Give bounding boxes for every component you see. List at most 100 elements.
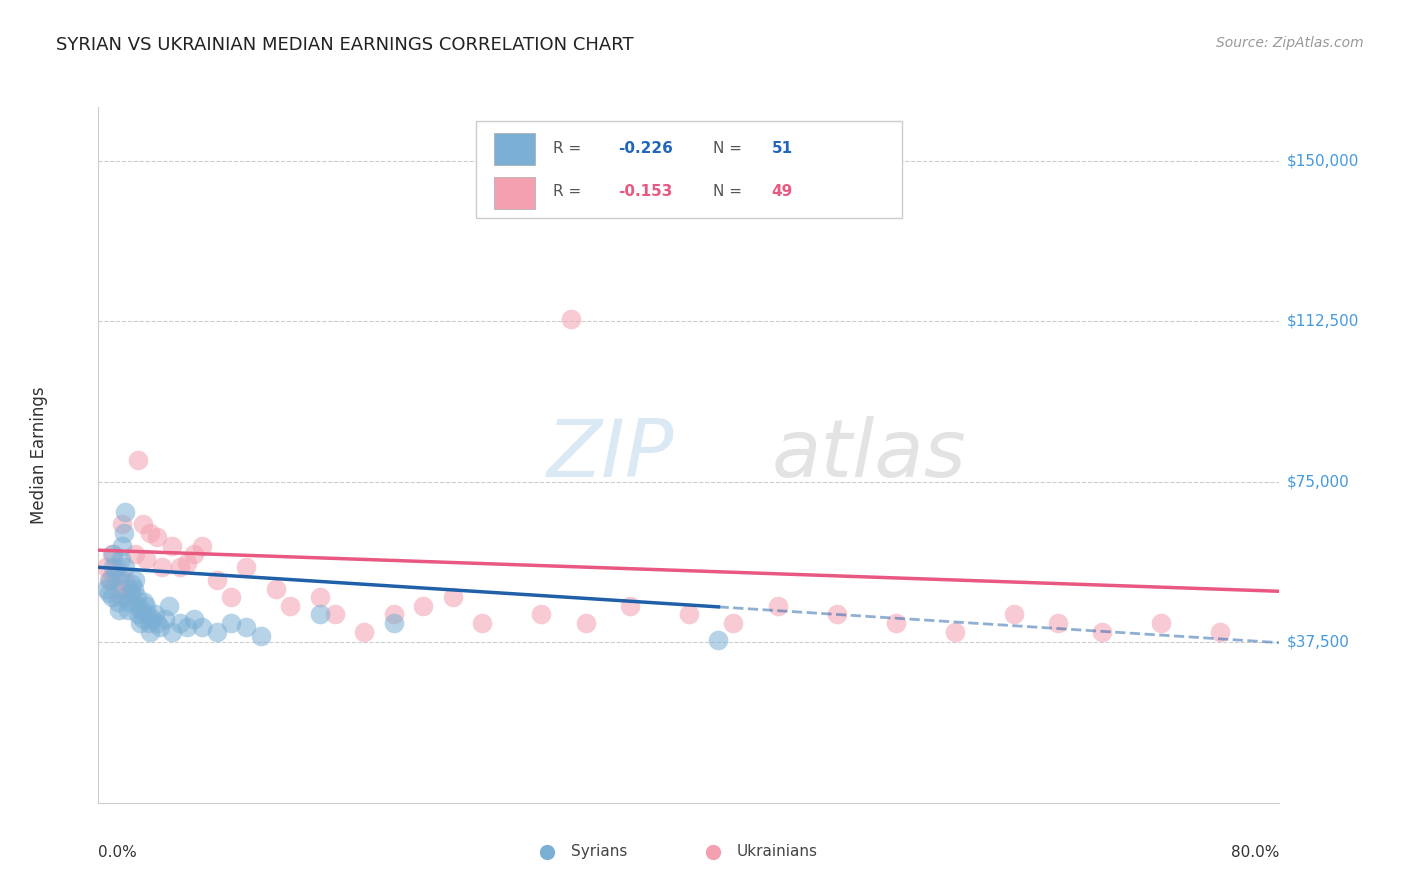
Point <box>117 603 139 617</box>
Point <box>107 594 129 608</box>
Point <box>309 591 332 605</box>
Point <box>1209 624 1232 639</box>
Point <box>138 615 160 630</box>
Text: Syrians: Syrians <box>571 844 627 859</box>
Point <box>176 556 198 570</box>
Text: N =: N = <box>713 141 747 156</box>
Text: N =: N = <box>713 184 747 199</box>
Point <box>648 796 671 810</box>
Point <box>136 607 159 622</box>
Text: Source: ZipAtlas.com: Source: ZipAtlas.com <box>1216 36 1364 50</box>
Point <box>135 551 157 566</box>
Text: -0.153: -0.153 <box>619 184 672 199</box>
Text: SYRIAN VS UKRAINIAN MEDIAN EARNINGS CORRELATION CHART: SYRIAN VS UKRAINIAN MEDIAN EARNINGS CORR… <box>56 36 634 54</box>
Point <box>110 551 132 566</box>
Text: ZIP: ZIP <box>547 416 675 494</box>
Point <box>100 548 122 562</box>
Point <box>309 607 332 622</box>
Text: $75,000: $75,000 <box>1286 475 1350 489</box>
Point <box>707 633 730 648</box>
Point <box>139 526 162 541</box>
Point <box>139 624 162 639</box>
Point <box>108 603 131 617</box>
FancyBboxPatch shape <box>494 178 536 209</box>
Point <box>264 582 287 596</box>
Point <box>127 453 149 467</box>
Point <box>124 573 146 587</box>
Point <box>530 607 553 622</box>
Point <box>678 607 700 622</box>
Point <box>94 560 117 574</box>
Text: $37,500: $37,500 <box>1286 635 1350 649</box>
Point <box>278 599 302 613</box>
Point <box>162 624 183 639</box>
Text: Median Earnings: Median Earnings <box>31 386 48 524</box>
Point <box>235 560 257 574</box>
Point <box>111 539 134 553</box>
Point <box>183 612 205 626</box>
Text: $112,500: $112,500 <box>1286 314 1358 328</box>
Point <box>884 615 907 630</box>
Text: 49: 49 <box>772 184 793 199</box>
Point <box>1046 615 1069 630</box>
Point <box>825 607 848 622</box>
Point <box>169 615 191 630</box>
Text: 51: 51 <box>772 141 793 156</box>
Text: atlas: atlas <box>772 416 966 494</box>
Point <box>250 629 273 643</box>
Point <box>135 599 157 613</box>
Point <box>103 569 125 583</box>
Point <box>122 582 145 596</box>
Point <box>94 582 117 596</box>
Text: -0.226: -0.226 <box>619 141 673 156</box>
Point <box>108 582 131 596</box>
Point <box>103 548 125 562</box>
Point <box>146 615 169 630</box>
Point <box>110 573 132 587</box>
Point <box>117 582 139 596</box>
Point <box>128 615 150 630</box>
Point <box>471 615 494 630</box>
Point <box>183 548 205 562</box>
Point <box>141 612 163 626</box>
Point <box>143 607 166 622</box>
Point <box>127 599 149 613</box>
Point <box>205 624 228 639</box>
Point <box>149 620 172 634</box>
Point <box>114 505 136 519</box>
Text: 0.0%: 0.0% <box>98 845 138 860</box>
Point <box>103 560 125 574</box>
Point <box>112 526 135 541</box>
Point <box>120 591 142 605</box>
Point <box>118 594 141 608</box>
Point <box>105 560 128 574</box>
Point <box>169 560 191 574</box>
Text: R =: R = <box>553 141 586 156</box>
Point <box>120 586 142 600</box>
Point <box>111 517 134 532</box>
Point <box>191 539 214 553</box>
Point <box>943 624 966 639</box>
Point <box>176 620 198 634</box>
Point <box>121 577 143 591</box>
Text: Ukrainians: Ukrainians <box>737 844 817 859</box>
Point <box>97 586 120 600</box>
Point <box>129 603 152 617</box>
Point <box>574 615 596 630</box>
Point <box>323 607 346 622</box>
Point <box>114 560 136 574</box>
Point <box>157 599 180 613</box>
Point <box>132 612 155 626</box>
Point <box>114 573 136 587</box>
Point <box>205 573 228 587</box>
Point <box>127 607 149 622</box>
Point <box>353 624 375 639</box>
Point <box>125 591 148 605</box>
Point <box>132 517 155 532</box>
Point <box>721 615 744 630</box>
Point <box>105 569 128 583</box>
Point <box>124 548 146 562</box>
Point <box>1150 615 1173 630</box>
Point <box>412 599 434 613</box>
Point <box>560 312 582 326</box>
